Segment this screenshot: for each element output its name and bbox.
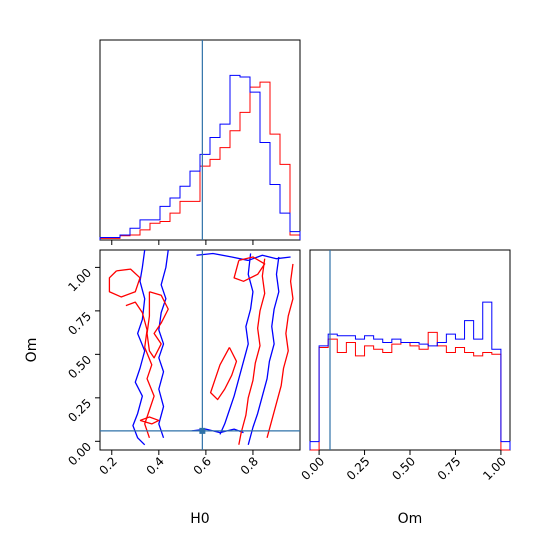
contour_H0_Om-ytick-label-4: 1.00 [65, 266, 94, 295]
hist_H0-series-blue [99, 74, 301, 240]
contour-red-8 [146, 291, 169, 359]
contour_H0_Om-ytick-label-2: 0.50 [65, 353, 94, 382]
h0-histogram-frame [99, 39, 301, 241]
x-axis-label-h0: H0 [190, 511, 209, 527]
contour_H0_Om-ytick-label-3: 0.75 [65, 309, 94, 338]
contour-blue-0 [132, 250, 146, 446]
om-histogram-frame [309, 249, 511, 451]
contour_H0_Om-xtick-label-0: 0.2 [96, 454, 119, 477]
hist_H0-series-red [99, 81, 301, 240]
om-histogram-ticks: 0.00 0.25 0.50 0.75 1.00 [298, 450, 509, 483]
contour_H0_Om-xtick-label-1: 0.4 [144, 454, 167, 477]
hist_Om-xtick-label-1: 0.25 [344, 454, 373, 483]
h0-histogram-series [99, 74, 301, 240]
om-histogram-series [309, 301, 511, 451]
h0-om-contour-frame [99, 249, 301, 451]
hist_Om-xtick-label-4: 1.00 [480, 454, 509, 483]
hist_Om-xtick-label-3: 0.75 [435, 454, 464, 483]
x-axis-label-om: Om [398, 511, 423, 527]
contour-red-10 [209, 347, 238, 401]
hist_Om-series-blue [309, 301, 511, 450]
contour-blue-1 [158, 250, 169, 439]
contour_H0_Om-xtick-label-2: 0.6 [191, 454, 214, 477]
contour-red-12 [266, 263, 294, 438]
hist_Om-xtick-label-0: 0.00 [298, 454, 327, 483]
h0-histogram-ticks [111, 240, 254, 245]
y-axis-label-om: Om [24, 338, 40, 363]
contour_H0_Om-ytick-label-1: 0.25 [65, 396, 94, 425]
contour-red-13 [139, 416, 160, 425]
contour-red-11 [238, 258, 266, 445]
contour-truth-marker [199, 427, 206, 434]
contour_H0_Om-ytick-label-0: 0.00 [65, 440, 94, 469]
h0-histogram-panel [99, 39, 301, 245]
h0-om-truth-lines [100, 250, 300, 450]
contour-red-9 [233, 256, 266, 282]
contour-blue-3 [219, 253, 254, 435]
hist_Om-xtick-label-2: 0.50 [389, 454, 418, 483]
contour-red-6 [108, 268, 141, 298]
h0-om-contour-panel: 0.2 0.4 0.6 0.8 0.00 0.25 0.50 0.75 1.00 H0 Om [24, 249, 301, 527]
contour-blue-4 [247, 256, 280, 445]
contour_H0_Om-xtick-label-3: 0.8 [238, 454, 261, 477]
contour-red-7 [125, 301, 155, 439]
om-histogram-panel: 0.00 0.25 0.50 0.75 1.00 Om [298, 249, 511, 527]
hist_Om-series-red [310, 331, 510, 451]
h0-om-contours [108, 250, 294, 446]
contour-blue-2 [196, 252, 291, 262]
